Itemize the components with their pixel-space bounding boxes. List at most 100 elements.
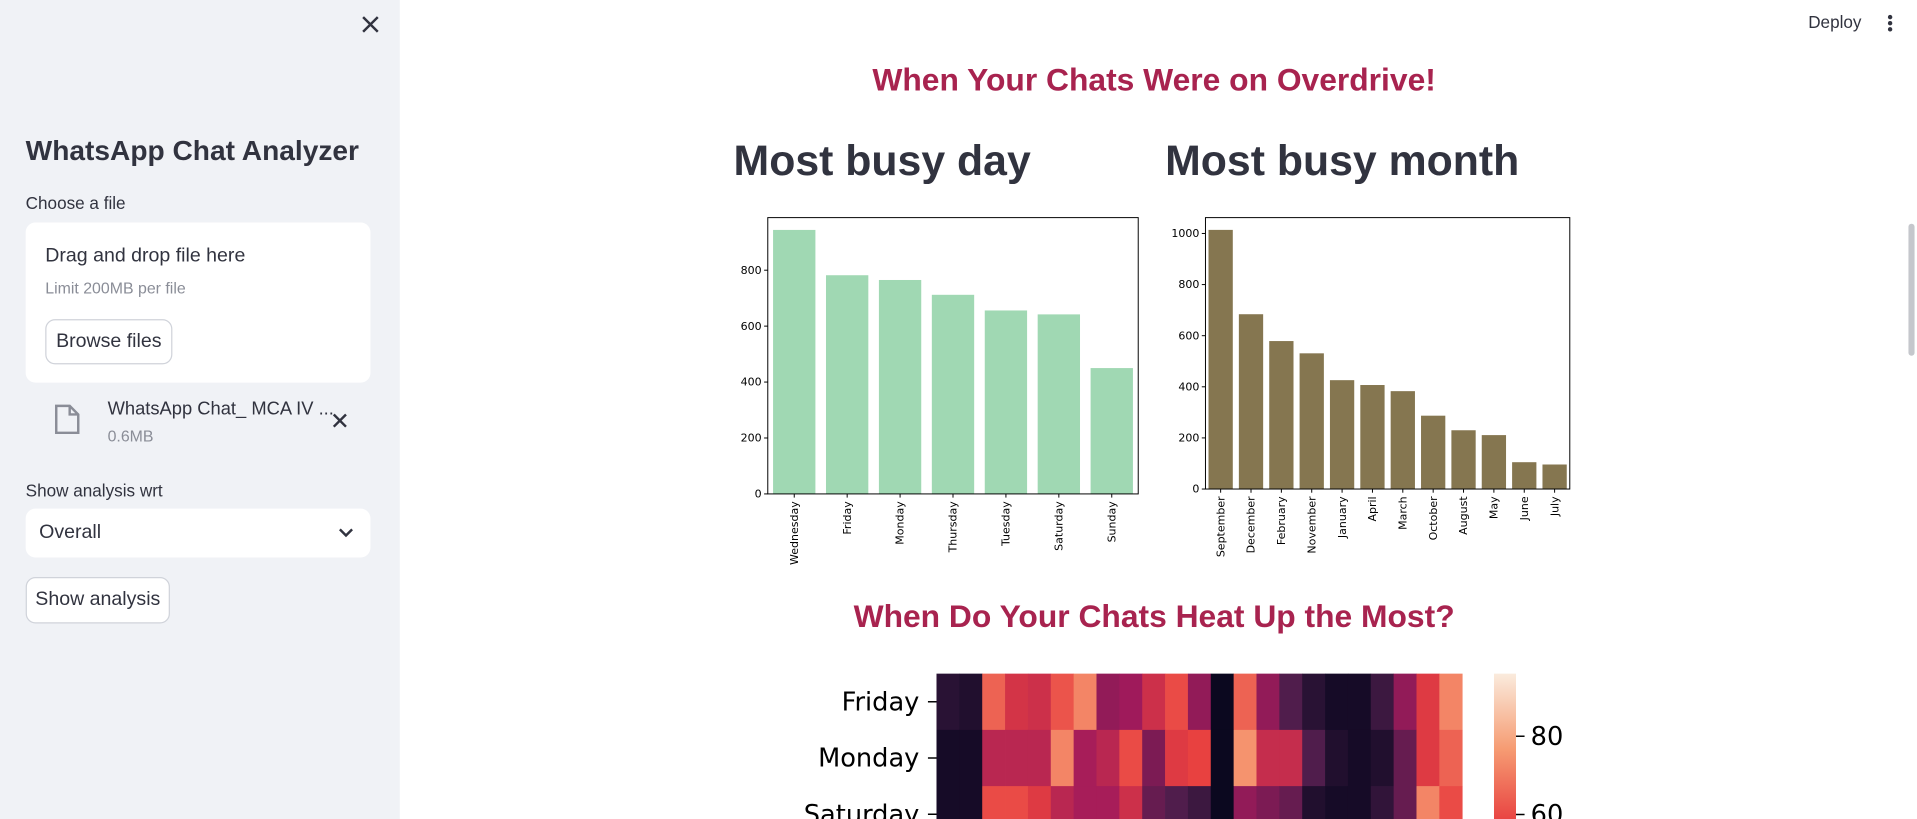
x-tick-label: December bbox=[1245, 496, 1258, 554]
show-analysis-button[interactable]: Show analysis bbox=[25, 577, 170, 624]
select-label: Show analysis wrt bbox=[25, 480, 163, 501]
bar bbox=[1512, 462, 1537, 490]
section-title: When Do Your Chats Heat Up the Most? bbox=[853, 597, 1455, 635]
select-box[interactable] bbox=[25, 508, 371, 558]
x-tick-label: November bbox=[1305, 496, 1318, 554]
x-tick-label: Thursday bbox=[947, 501, 960, 554]
y-tick-label: 200 bbox=[741, 432, 762, 445]
heatmap-cell bbox=[1050, 786, 1075, 819]
heatmap-cell bbox=[1210, 729, 1235, 787]
close-sidebar[interactable] bbox=[361, 15, 381, 35]
heatmap-cell bbox=[936, 729, 960, 787]
y-tick-label: 600 bbox=[1178, 329, 1199, 342]
axes-frame bbox=[767, 217, 1139, 495]
section-title: When Your Chats Were on Overdrive! bbox=[872, 61, 1436, 98]
bar bbox=[1299, 353, 1324, 490]
y-tick-label: 800 bbox=[741, 264, 762, 277]
heatmap-cell bbox=[1370, 729, 1395, 787]
y-tick-label: 200 bbox=[1178, 432, 1199, 445]
bar bbox=[1037, 314, 1081, 494]
bar bbox=[1481, 435, 1507, 490]
select-chevron bbox=[339, 528, 353, 538]
heatmap-cell bbox=[959, 673, 983, 731]
heatmap-cell bbox=[1325, 786, 1349, 819]
file-label: Choose a file bbox=[25, 193, 126, 213]
x-tick-label: May bbox=[1488, 496, 1501, 519]
colorbar-tick-label: 80 bbox=[1531, 722, 1564, 752]
x-tick-label: September bbox=[1214, 496, 1227, 557]
x-tick-label: Sunday bbox=[1105, 501, 1118, 543]
heatmap-cell bbox=[1119, 673, 1143, 731]
y-tick-label: 400 bbox=[741, 376, 762, 389]
sidebar-title: WhatsApp Chat Analyzer bbox=[25, 134, 359, 167]
x-tick-label: July bbox=[1548, 496, 1561, 517]
heatmap-cell bbox=[982, 673, 1006, 731]
remove-file[interactable] bbox=[331, 412, 348, 429]
colorbar-tick-label: 60 bbox=[1531, 800, 1564, 819]
x-tick-label: Friday bbox=[841, 501, 854, 535]
bar bbox=[1208, 229, 1233, 490]
file-name: WhatsApp Chat_ MCA IV ... bbox=[107, 398, 334, 420]
heatmap-cell bbox=[1370, 673, 1395, 731]
heatmap-cell bbox=[1393, 729, 1417, 787]
heatmap-cell bbox=[936, 673, 960, 731]
heatmap-cell bbox=[959, 786, 983, 819]
y-tick-label: 0 bbox=[755, 488, 762, 501]
y-tick-label: 600 bbox=[741, 320, 762, 333]
heatmap-cell bbox=[1210, 786, 1235, 819]
heatmap-cell bbox=[1210, 673, 1235, 731]
bar bbox=[1421, 415, 1446, 490]
bar bbox=[1390, 391, 1415, 490]
heatmap-cell bbox=[1165, 729, 1189, 787]
heatmap-cell bbox=[1005, 786, 1029, 819]
heatmap-cell bbox=[1347, 673, 1372, 731]
heatmap-cell bbox=[1325, 673, 1349, 731]
heatmap-cell bbox=[1256, 729, 1280, 787]
heatmap-cell bbox=[1233, 673, 1257, 731]
menu-button[interactable] bbox=[1885, 13, 1895, 33]
heatmap-cell bbox=[1233, 786, 1257, 819]
row-label: Saturday bbox=[804, 800, 920, 819]
heatmap-cell bbox=[1416, 786, 1440, 819]
heatmap-cell bbox=[1027, 673, 1052, 731]
bar bbox=[1451, 430, 1476, 490]
heatmap-cell bbox=[1279, 729, 1303, 787]
heatmap-cell bbox=[1073, 786, 1097, 819]
heatmap-cell bbox=[1142, 786, 1166, 819]
y-tick-label: 1000 bbox=[1171, 227, 1199, 240]
chart-title: Most busy month bbox=[1165, 136, 1520, 185]
heatmap-cell bbox=[1256, 786, 1280, 819]
bar bbox=[1360, 385, 1385, 490]
heatmap-cell bbox=[1073, 673, 1097, 731]
bar bbox=[1269, 341, 1294, 490]
axes-frame bbox=[1204, 217, 1571, 490]
x-tick-label: October bbox=[1427, 496, 1440, 540]
browse-button[interactable]: Browse files bbox=[45, 319, 173, 365]
y-tick-label: 0 bbox=[1192, 483, 1199, 496]
heatmap-cell bbox=[982, 786, 1006, 819]
y-tick-label: 800 bbox=[1178, 278, 1199, 291]
heatmap-cell bbox=[1347, 729, 1372, 787]
y-tick-label: 400 bbox=[1178, 380, 1199, 393]
x-tick-label: Monday bbox=[894, 501, 907, 545]
row-label: Monday bbox=[818, 744, 919, 774]
bar bbox=[984, 310, 1028, 494]
chart-title: Most busy day bbox=[733, 136, 1031, 185]
heatmap-cell bbox=[1027, 786, 1052, 819]
heatmap-cell bbox=[1187, 729, 1212, 787]
deploy-button[interactable]: Deploy bbox=[1808, 12, 1862, 32]
bar bbox=[1542, 464, 1567, 490]
bar bbox=[1238, 314, 1264, 490]
heatmap-cell bbox=[1187, 786, 1212, 819]
heatmap-cell bbox=[1279, 786, 1303, 819]
heatmap-cell bbox=[1096, 786, 1120, 819]
heatmap-cell bbox=[1325, 729, 1349, 787]
scrollbar[interactable] bbox=[1908, 223, 1915, 356]
x-tick-label: January bbox=[1336, 496, 1349, 539]
x-tick-label: Wednesday bbox=[788, 501, 801, 565]
row-label: Friday bbox=[842, 687, 920, 717]
bar bbox=[1329, 380, 1355, 490]
heatmap-cell bbox=[936, 786, 960, 819]
x-tick-label: April bbox=[1366, 496, 1379, 521]
